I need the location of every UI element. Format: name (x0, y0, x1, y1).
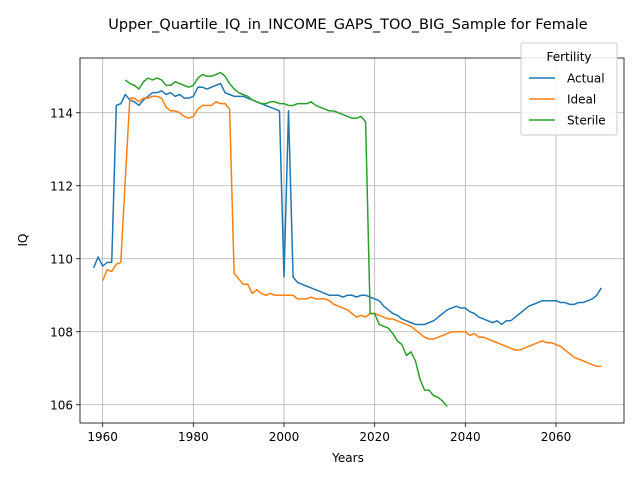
x-tick-label: 2060 (541, 430, 572, 444)
series-line-sterile (124, 71, 448, 408)
y-tick-label: 112 (50, 179, 73, 193)
chart-title: Upper_Quartile_IQ_in_INCOME_GAPS_TOO_BIG… (108, 17, 588, 33)
series-line-actual (92, 82, 602, 326)
x-tick-label: 2020 (359, 430, 390, 444)
x-axis-label: Years (331, 451, 364, 465)
plot-area-frame (79, 57, 625, 424)
legend-label-actual: Actual (567, 72, 605, 86)
x-tick-label: 1960 (87, 430, 118, 444)
y-tick-label: 114 (50, 106, 73, 120)
legend-label-sterile: Sterile (567, 114, 606, 128)
y-tick-label: 108 (50, 325, 73, 339)
legend-box (520, 42, 618, 136)
legend-items: Actual Ideal Sterile (529, 72, 606, 128)
legend: Fertility Actual Ideal Sterile (520, 42, 618, 136)
y-axis: 106 108 110 112 114 (50, 106, 80, 412)
legend-title: Fertility (546, 50, 591, 64)
series-lines (92, 71, 602, 408)
x-tick-label: 2000 (269, 430, 300, 444)
y-tick-label: 106 (50, 398, 73, 412)
y-axis-label: IQ (16, 234, 30, 247)
x-axis: 1960 1980 2000 2020 2040 2060 (87, 423, 571, 444)
series-line-ideal (101, 95, 602, 368)
x-tick-label: 1980 (178, 430, 209, 444)
y-tick-label: 110 (50, 252, 73, 266)
legend-label-ideal: Ideal (567, 93, 596, 107)
x-tick-label: 2040 (450, 430, 481, 444)
